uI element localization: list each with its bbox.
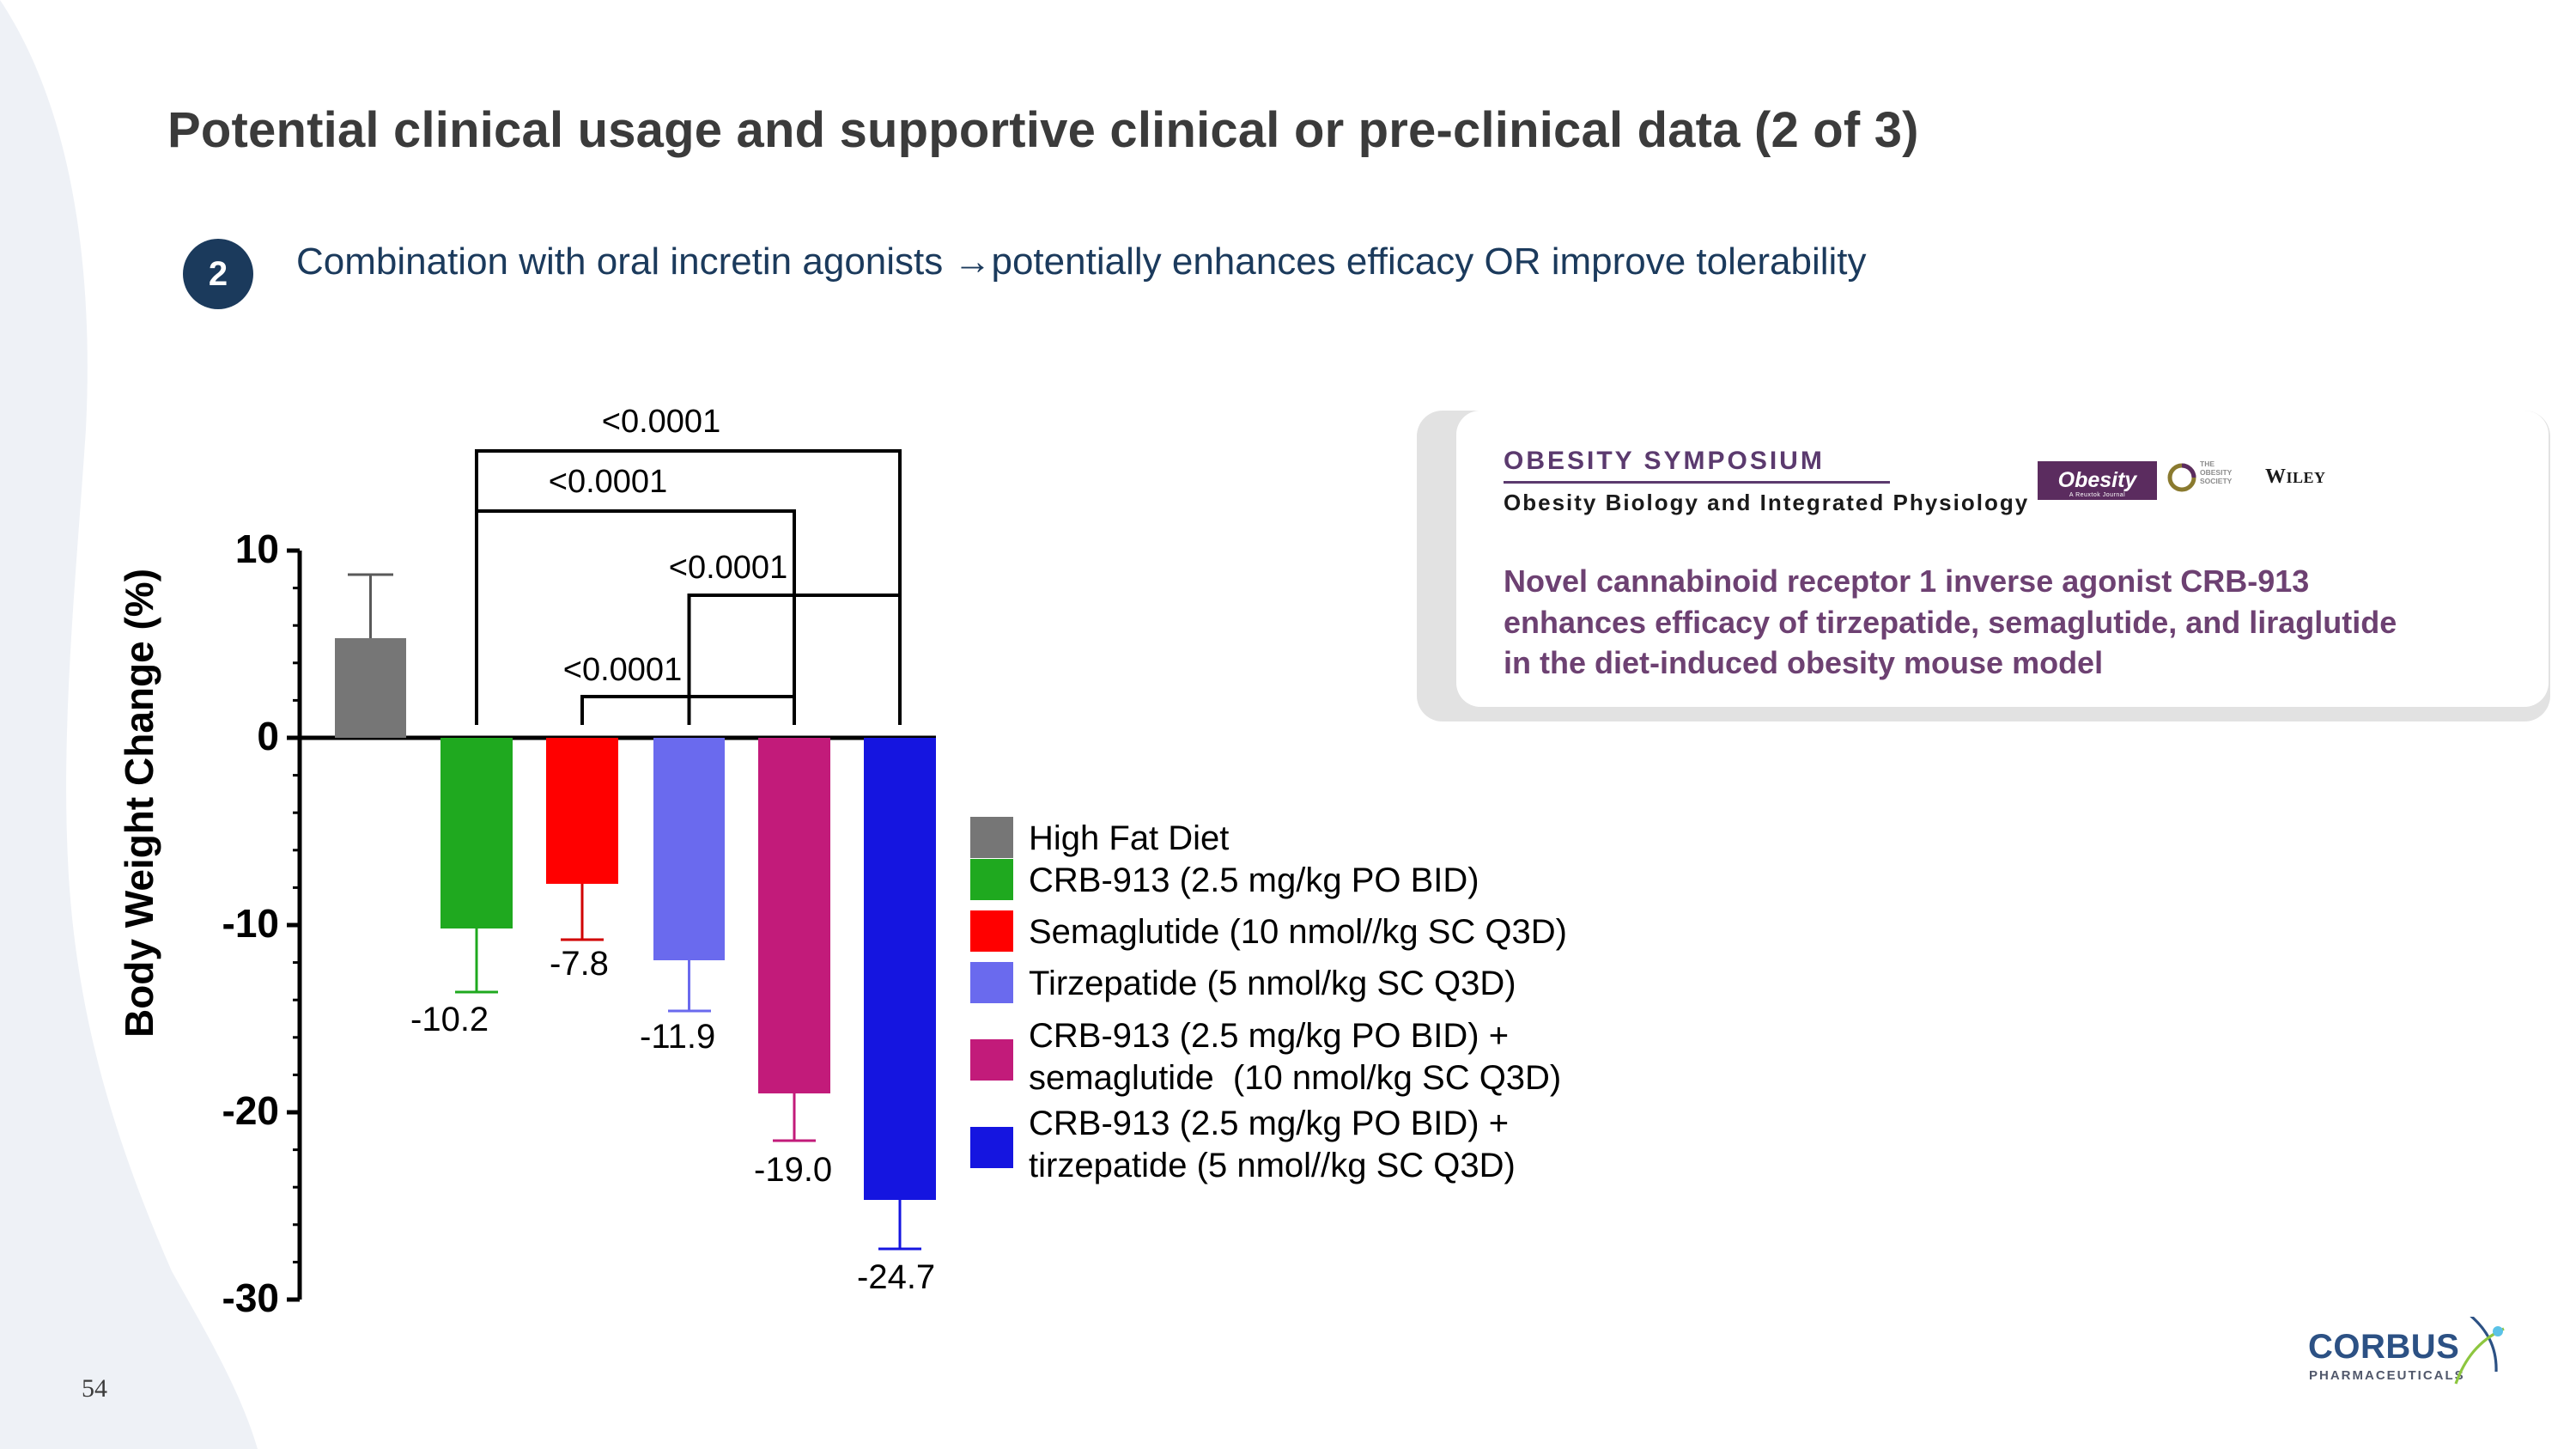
svg-text:PHARMACEUTICALS: PHARMACEUTICALS	[2309, 1368, 2465, 1383]
svg-text:CORBUS: CORBUS	[2308, 1328, 2459, 1366]
